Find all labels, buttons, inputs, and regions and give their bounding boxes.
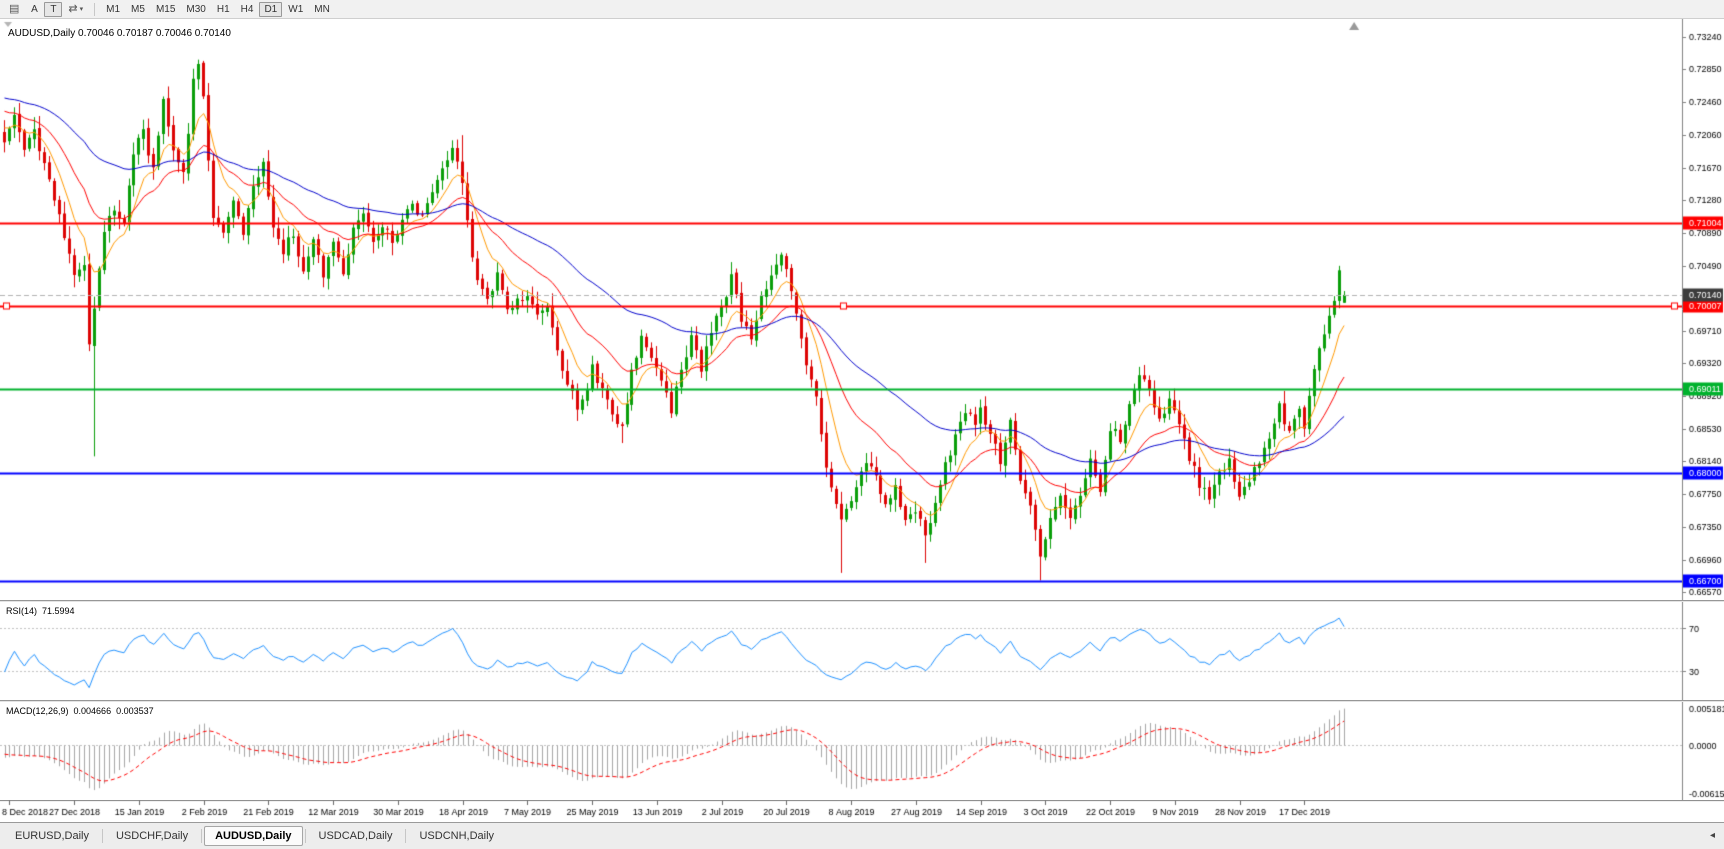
- font-tool-button[interactable]: A: [31, 3, 38, 15]
- macd-main-value: 0.004666: [73, 706, 112, 716]
- timeframe-m15-button[interactable]: M15: [155, 3, 176, 15]
- chart-tab-audusd[interactable]: AUDUSD,Daily: [204, 826, 303, 846]
- timeframe-m30-button[interactable]: M30: [186, 3, 206, 15]
- tab-separator: [101, 829, 103, 843]
- timeframe-mn-button[interactable]: MN: [314, 3, 330, 15]
- chart-tab-usdcnh[interactable]: USDCNH,Daily: [419, 830, 495, 842]
- text-tool-button[interactable]: T: [44, 1, 63, 17]
- panel-splitter-rsi[interactable]: [0, 600, 1724, 602]
- tab-separator: [304, 829, 306, 843]
- macd-name: MACD(12,26,9): [6, 706, 69, 716]
- rsi-value: 71.5994: [42, 606, 75, 616]
- chart-tab-usdchf[interactable]: USDCHF,Daily: [115, 830, 189, 842]
- chart-title: AUDUSD,Daily 0.70046 0.70187 0.70046 0.7…: [8, 28, 231, 39]
- tab-scroll-left-button[interactable]: ◂: [1709, 830, 1715, 841]
- time-axis-canvas[interactable]: [0, 800, 1724, 822]
- chart-window: AUDUSD,Daily 0.70046 0.70187 0.70046 0.7…: [0, 19, 1724, 822]
- panel-splitter-macd[interactable]: [0, 700, 1724, 702]
- tab-separator: [201, 829, 203, 843]
- chart-list-button[interactable]: ▤: [4, 2, 24, 17]
- timeframe-w1-button[interactable]: W1: [288, 3, 304, 15]
- rsi-indicator-label: RSI(14) 71.5994: [6, 606, 80, 616]
- timeframe-d1-button[interactable]: D1: [259, 1, 283, 17]
- chart-tab-bar: EURUSD,Daily USDCHF,Daily AUDUSD,Daily U…: [0, 822, 1724, 849]
- rsi-name: RSI(14): [6, 606, 38, 616]
- toolbar-separator: [94, 2, 96, 16]
- rsi-panel-canvas[interactable]: [0, 602, 1724, 700]
- chart-list-icon: ▤: [9, 2, 20, 15]
- timeframe-h4-button[interactable]: H4: [240, 3, 254, 15]
- dropdown-caret-icon: ▾: [79, 6, 84, 13]
- toolbar: ▤ A T ⇄ ▾ M1 M5 M15 M30 H1 H4 D1 W1 MN: [0, 0, 1724, 19]
- swap-arrows-icon: ⇄: [68, 2, 78, 15]
- macd-panel-canvas[interactable]: [0, 702, 1724, 800]
- symbol-switch-button[interactable]: ⇄ ▾: [63, 2, 88, 17]
- tab-separator: [405, 829, 407, 843]
- timeframe-m5-button[interactable]: M5: [131, 3, 145, 15]
- main-chart-canvas[interactable]: [0, 19, 1724, 600]
- chart-tab-usdcad[interactable]: USDCAD,Daily: [318, 830, 393, 842]
- macd-indicator-label: MACD(12,26,9) 0.004666 0.003537: [6, 706, 159, 716]
- timeframe-m1-button[interactable]: M1: [106, 3, 121, 15]
- chart-tab-eurusd[interactable]: EURUSD,Daily: [15, 830, 89, 842]
- timeframe-h1-button[interactable]: H1: [216, 3, 230, 15]
- macd-signal-value: 0.003537: [116, 706, 154, 716]
